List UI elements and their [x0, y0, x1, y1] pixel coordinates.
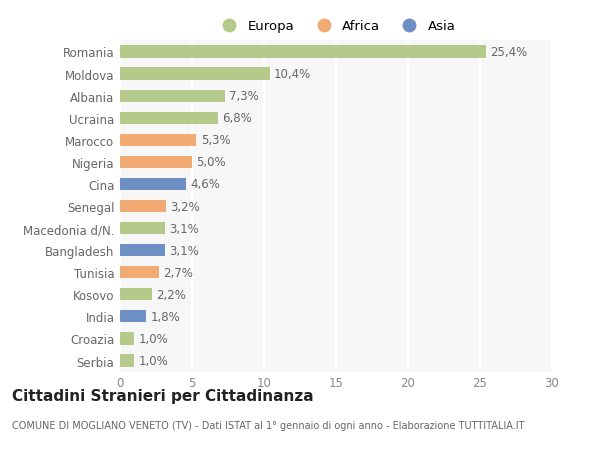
Bar [120, 112, 218, 124]
Text: 5,0%: 5,0% [196, 156, 226, 169]
Text: 1,0%: 1,0% [139, 332, 169, 345]
Bar [120, 223, 164, 235]
Text: 5,3%: 5,3% [200, 134, 230, 147]
Text: 1,8%: 1,8% [150, 310, 180, 323]
Bar [120, 267, 159, 279]
Bar [120, 333, 134, 345]
Text: 6,8%: 6,8% [222, 112, 252, 125]
Bar [120, 311, 146, 323]
Bar [120, 179, 186, 190]
Text: 3,2%: 3,2% [170, 200, 200, 213]
Text: Cittadini Stranieri per Cittadinanza: Cittadini Stranieri per Cittadinanza [12, 388, 314, 403]
Text: 3,1%: 3,1% [169, 244, 199, 257]
Text: 1,0%: 1,0% [139, 354, 169, 367]
Text: COMUNE DI MOGLIANO VENETO (TV) - Dati ISTAT al 1° gennaio di ogni anno - Elabora: COMUNE DI MOGLIANO VENETO (TV) - Dati IS… [12, 420, 524, 430]
Bar [120, 201, 166, 213]
Bar [120, 157, 192, 168]
Text: 25,4%: 25,4% [490, 46, 527, 59]
Bar [120, 90, 225, 102]
Bar [120, 134, 196, 146]
Text: 2,2%: 2,2% [156, 288, 186, 301]
Bar [120, 355, 134, 367]
Bar [120, 245, 164, 257]
Text: 4,6%: 4,6% [191, 178, 220, 191]
Text: 3,1%: 3,1% [169, 222, 199, 235]
Text: 10,4%: 10,4% [274, 68, 311, 81]
Bar [120, 68, 270, 80]
Legend: Europa, Africa, Asia: Europa, Africa, Asia [211, 15, 461, 39]
Text: 2,7%: 2,7% [163, 266, 193, 279]
Bar [120, 46, 486, 58]
Bar [120, 289, 152, 301]
Text: 7,3%: 7,3% [229, 90, 259, 103]
